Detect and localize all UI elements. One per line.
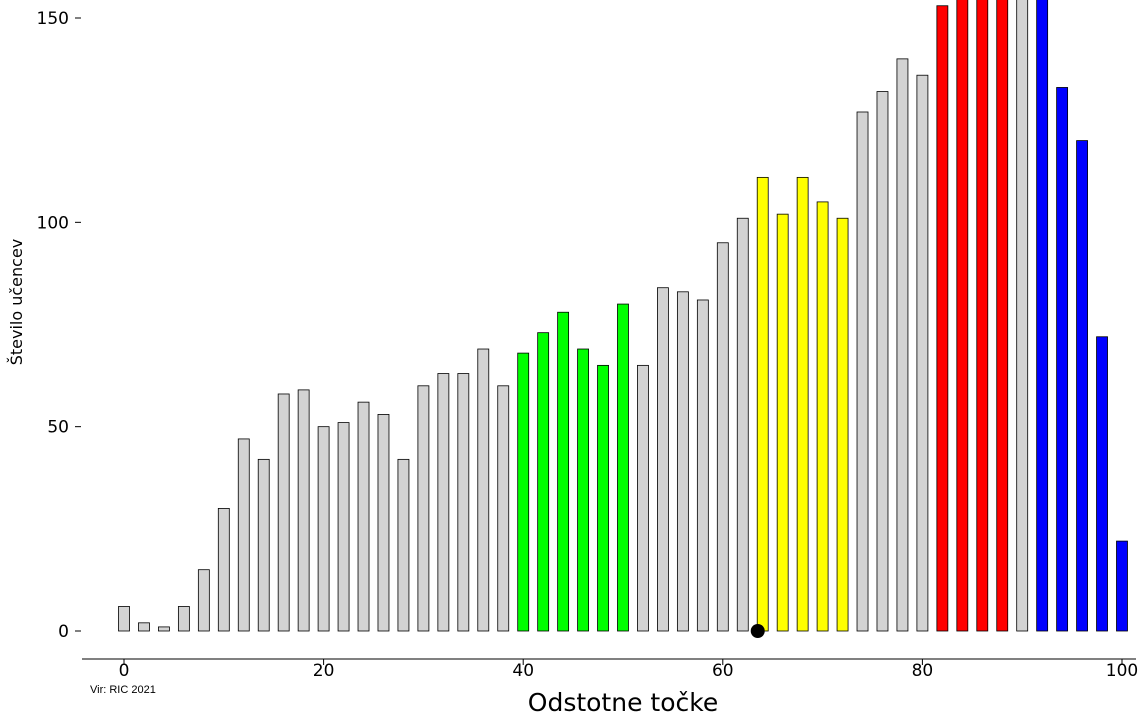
bar-red bbox=[997, 0, 1008, 631]
bar-gray bbox=[478, 349, 489, 631]
bar-gray bbox=[418, 386, 429, 631]
score-marker bbox=[751, 624, 765, 638]
x-tick-label: 60 bbox=[712, 661, 734, 681]
bar-yellow bbox=[817, 202, 828, 631]
y-tick-label: 100 bbox=[37, 213, 69, 233]
bar-green bbox=[518, 353, 529, 631]
bar-red bbox=[957, 0, 968, 631]
bar-gray bbox=[398, 459, 409, 631]
x-tick-label: 100 bbox=[1106, 661, 1138, 681]
source-note: Vir: RIC 2021 bbox=[90, 684, 156, 696]
bar-gray bbox=[438, 374, 449, 631]
bar-gray bbox=[737, 218, 748, 631]
bar-blue bbox=[1097, 337, 1108, 631]
bar-gray bbox=[378, 414, 389, 631]
y-tick-label: 0 bbox=[58, 622, 69, 642]
bar-gray bbox=[178, 606, 189, 631]
bar-red bbox=[937, 6, 948, 631]
bar-gray bbox=[278, 394, 289, 631]
y-axis-title: Število učencev bbox=[7, 239, 26, 366]
bar-gray bbox=[1017, 0, 1028, 631]
bar-gray bbox=[897, 59, 908, 631]
x-tick-label: 20 bbox=[313, 661, 335, 681]
bar-green bbox=[578, 349, 589, 631]
bar-gray bbox=[258, 459, 269, 631]
bar-green bbox=[618, 304, 629, 631]
bars-group bbox=[119, 0, 1128, 631]
x-tick-label: 0 bbox=[119, 661, 130, 681]
bar-green bbox=[538, 333, 549, 631]
y-axis: 0 50 100 150 bbox=[37, 9, 81, 642]
bar-gray bbox=[877, 92, 888, 631]
bar-gray bbox=[917, 75, 928, 631]
bar-yellow bbox=[797, 177, 808, 631]
x-tick-label: 40 bbox=[512, 661, 534, 681]
bar-gray bbox=[338, 423, 349, 631]
bar-gray bbox=[218, 508, 229, 631]
bar-yellow bbox=[777, 214, 788, 631]
bar-gray bbox=[358, 402, 369, 631]
y-tick-label: 150 bbox=[37, 9, 69, 29]
bar-gray bbox=[119, 606, 130, 631]
bar-gray bbox=[138, 623, 149, 631]
bar-gray bbox=[198, 570, 209, 631]
y-tick-label: 50 bbox=[47, 418, 69, 438]
bar-gray bbox=[657, 288, 668, 631]
bar-gray bbox=[458, 374, 469, 631]
x-tick-label: 80 bbox=[912, 661, 934, 681]
bar-green bbox=[558, 312, 569, 631]
bar-gray bbox=[498, 386, 509, 631]
bar-gray bbox=[318, 427, 329, 631]
bar-gray bbox=[857, 112, 868, 631]
bar-gray bbox=[158, 627, 169, 631]
bar-blue bbox=[1077, 141, 1088, 631]
bar-gray bbox=[697, 300, 708, 631]
bar-yellow bbox=[837, 218, 848, 631]
bar-gray bbox=[717, 243, 728, 631]
x-axis-title: Odstotne točke bbox=[528, 688, 718, 717]
bar-gray bbox=[677, 292, 688, 631]
bar-gray bbox=[637, 365, 648, 631]
bar-green bbox=[598, 365, 609, 631]
bar-red bbox=[977, 0, 988, 631]
x-axis: 0 20 40 60 80 100 bbox=[82, 659, 1138, 681]
marker-layer bbox=[751, 624, 765, 638]
bar-blue bbox=[1037, 0, 1048, 631]
bar-yellow bbox=[757, 177, 768, 631]
bar-blue bbox=[1057, 87, 1068, 631]
bar-blue bbox=[1117, 541, 1128, 631]
bar-gray bbox=[238, 439, 249, 631]
bar-gray bbox=[298, 390, 309, 631]
